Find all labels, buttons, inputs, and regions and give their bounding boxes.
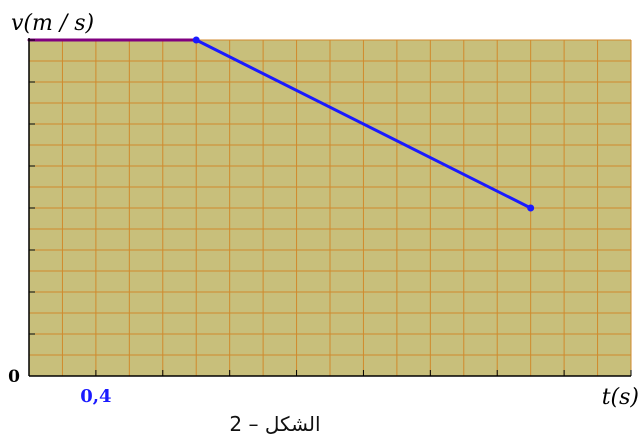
axes (28, 38, 632, 377)
series-segment-2 (194, 38, 533, 210)
x-axis-label: t(s) (602, 385, 639, 410)
data-point-2 (527, 204, 535, 212)
figure-caption: الشكل – 2 (229, 412, 321, 436)
series (27, 36, 535, 212)
origin-label: 0 (8, 367, 20, 387)
data-point-1 (192, 36, 200, 44)
labels: v(m / s) t(s) 0 0,4 (8, 11, 639, 410)
x-tick-label: 0,4 (80, 386, 111, 407)
y-axis-label: v(m / s) (11, 11, 94, 36)
